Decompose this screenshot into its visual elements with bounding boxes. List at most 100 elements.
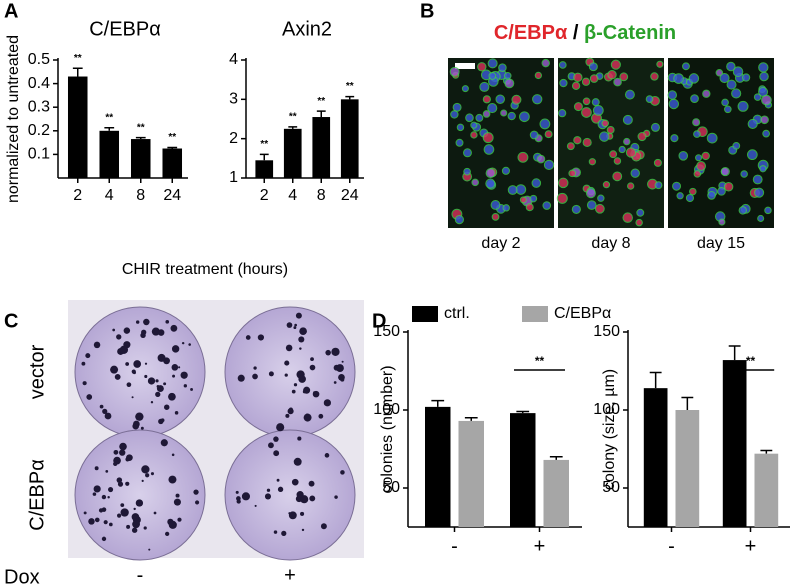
nucleus — [738, 206, 747, 215]
y-axis-label: normalized to untreated — [5, 35, 22, 203]
nucleus — [757, 214, 765, 222]
caption: day 15 — [697, 235, 745, 252]
nucleus — [588, 158, 596, 166]
nucleus — [581, 77, 591, 86]
nucleus — [582, 97, 591, 106]
nucleus — [599, 131, 610, 142]
colony — [93, 341, 101, 349]
nucleus — [529, 130, 539, 140]
colony — [135, 499, 144, 507]
colony — [114, 374, 121, 380]
colony — [298, 336, 305, 343]
colony — [299, 347, 302, 350]
colony — [254, 504, 257, 507]
colony — [143, 526, 147, 530]
nucleus — [502, 204, 510, 212]
error-bar — [259, 153, 269, 161]
nucleus — [573, 102, 583, 112]
colony — [298, 375, 306, 383]
nucleus — [672, 181, 682, 191]
significance: ** — [535, 354, 545, 368]
colony — [163, 382, 167, 386]
colony — [174, 411, 179, 415]
panel-b-title: C/EBPα / β-Catenin — [494, 22, 676, 44]
colony — [105, 469, 109, 473]
nucleus — [475, 113, 484, 122]
nucleus — [485, 168, 496, 179]
nucleus — [622, 212, 633, 223]
colony — [170, 324, 178, 332]
chart-title: Axin2 — [282, 18, 332, 40]
nucleus — [726, 61, 736, 72]
colony — [135, 320, 140, 324]
nucleus — [754, 187, 765, 198]
significance: ** — [168, 132, 176, 143]
colony — [340, 470, 345, 475]
colony — [120, 503, 125, 507]
nucleus — [696, 161, 707, 171]
nucleus — [752, 174, 763, 185]
title-part: C/EBPα — [494, 22, 568, 44]
colony — [133, 360, 142, 368]
nucleus — [488, 72, 497, 80]
colony — [305, 413, 310, 418]
colony — [193, 489, 199, 495]
bar — [130, 139, 151, 178]
colony — [171, 364, 179, 371]
nucleus — [607, 69, 617, 80]
nucleus — [585, 188, 596, 199]
colony — [235, 490, 239, 494]
colony — [293, 383, 298, 387]
colony — [293, 326, 297, 330]
colony — [103, 520, 108, 525]
colony — [266, 488, 271, 492]
nucleus — [588, 62, 598, 72]
y-tick-label: 1 — [229, 169, 238, 186]
colony — [297, 436, 302, 441]
colony — [173, 498, 181, 506]
nucleus — [622, 114, 633, 125]
nucleus — [701, 151, 710, 161]
caption: day 2 — [481, 235, 520, 252]
nucleus — [461, 85, 469, 93]
colony — [164, 404, 170, 410]
nucleus — [692, 118, 701, 127]
colony — [291, 389, 296, 394]
nucleus — [581, 107, 592, 118]
colony — [104, 412, 112, 420]
colony — [126, 382, 132, 388]
nucleus — [670, 134, 679, 143]
colony — [310, 357, 314, 362]
colony — [268, 442, 274, 449]
nucleus — [503, 71, 512, 80]
nucleus — [507, 111, 516, 121]
nucleus — [676, 192, 684, 200]
nucleus — [761, 94, 772, 106]
nucleus — [592, 105, 604, 116]
x-axis-label: Dox — [4, 566, 40, 588]
colony — [288, 511, 297, 520]
bar — [67, 76, 88, 178]
nucleus — [747, 118, 758, 130]
colony — [160, 439, 168, 447]
significance: ** — [260, 139, 268, 150]
y-tick-label: 2 — [229, 130, 238, 147]
y-axis-label: colony (size, µm) — [601, 369, 618, 490]
bar — [340, 99, 359, 178]
nucleus — [719, 72, 730, 84]
colony — [325, 349, 331, 356]
row-label: C/EBPα — [26, 459, 48, 531]
nucleus — [689, 187, 697, 196]
colony — [131, 527, 138, 533]
nucleus — [650, 122, 660, 132]
colony — [110, 365, 119, 374]
nucleus — [732, 141, 741, 150]
colony — [135, 412, 144, 421]
colony — [141, 465, 150, 474]
colony — [340, 377, 345, 382]
colony — [94, 466, 99, 471]
bar — [510, 413, 536, 527]
error-bar — [135, 136, 146, 140]
nucleus — [720, 166, 730, 177]
colony — [236, 499, 241, 504]
